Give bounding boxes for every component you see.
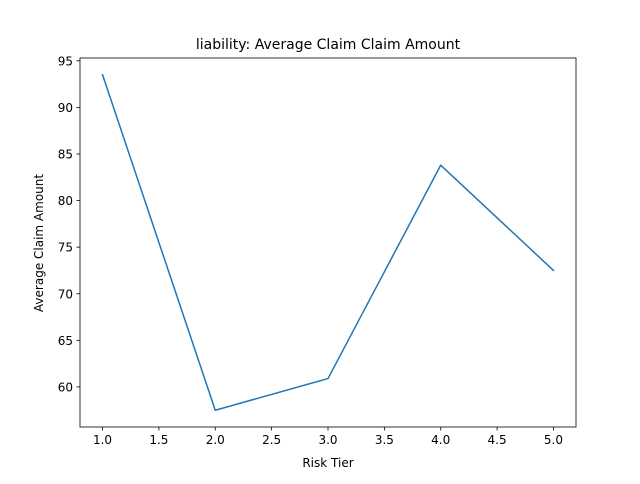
y-tick-label: 75 <box>58 241 73 255</box>
y-tick-label: 90 <box>58 101 73 115</box>
y-tick-label: 95 <box>58 54 73 68</box>
x-tick-label: 2.0 <box>206 433 225 447</box>
plot-area-background <box>80 58 576 427</box>
y-tick-label: 80 <box>58 194 73 208</box>
x-tick-label: 4.5 <box>488 433 507 447</box>
series-line <box>101 73 555 411</box>
x-tick-label: 5.0 <box>544 433 563 447</box>
y-tick-label: 70 <box>58 287 73 301</box>
x-tick-label: 3.5 <box>375 433 394 447</box>
x-axis-ticks: 1.0 1.5 2.0 2.5 3.0 3.5 4.0 4.5 5.0 <box>93 427 563 447</box>
x-tick-label: 1.0 <box>93 433 112 447</box>
y-tick-label: 60 <box>58 380 73 394</box>
y-tick-label: 85 <box>58 147 73 161</box>
x-tick-label: 1.5 <box>149 433 168 447</box>
plot-area-frame <box>79 57 577 428</box>
x-tick-label: 2.5 <box>262 433 281 447</box>
x-tick-label: 3.0 <box>318 433 337 447</box>
y-axis-label: Average Claim Amount <box>32 174 46 312</box>
series-layer <box>101 73 555 411</box>
x-axis-label: Risk Tier <box>302 456 353 470</box>
chart-title: liability: Average Claim Claim Amount <box>196 37 461 53</box>
y-axis-ticks: 60 65 70 75 80 85 90 95 <box>58 54 80 394</box>
y-tick-label: 65 <box>58 334 73 348</box>
x-tick-label: 4.0 <box>431 433 450 447</box>
